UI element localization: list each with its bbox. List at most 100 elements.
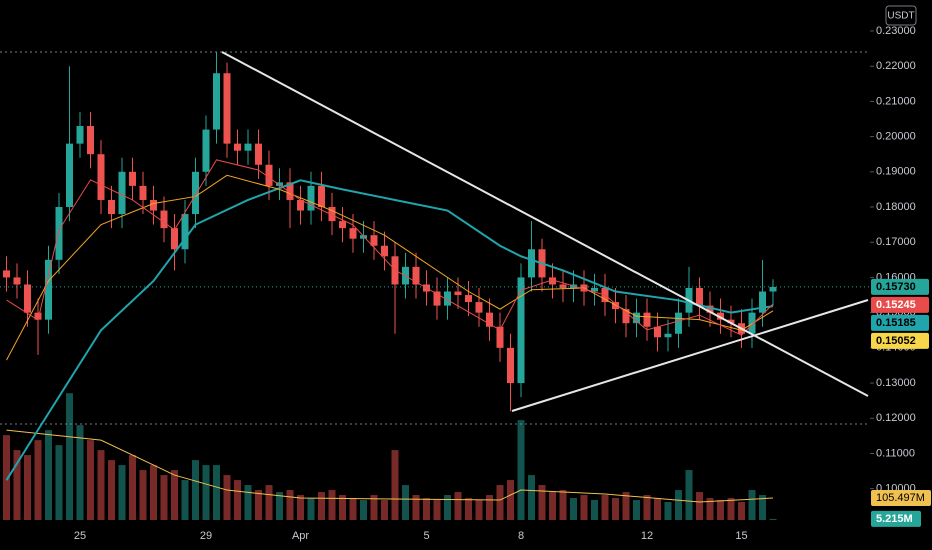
candle-body — [591, 287, 598, 292]
candle-body — [370, 235, 378, 246]
volume-bar — [675, 490, 682, 520]
candle-body — [3, 270, 10, 278]
candle-body — [675, 312, 682, 334]
candle-body — [507, 347, 514, 384]
volume-bar — [517, 420, 525, 520]
candle-body — [475, 302, 483, 313]
volume-bar — [297, 495, 304, 520]
candle-body — [255, 143, 262, 165]
candle-body — [654, 326, 661, 338]
volume-bar — [66, 393, 73, 520]
volume-bar — [3, 435, 10, 520]
volume-bar — [444, 495, 451, 520]
candle-body — [244, 143, 252, 151]
volume-bar — [391, 450, 399, 520]
candle-body — [24, 284, 31, 313]
candle-body — [349, 228, 357, 239]
candle-body — [528, 249, 535, 278]
price-tag — [871, 278, 929, 295]
candle-body — [286, 182, 294, 200]
volume-bar — [748, 490, 756, 520]
price-tag-label: 0.15730 — [876, 281, 916, 293]
volume-bar — [76, 425, 84, 520]
volume-bar — [108, 460, 115, 520]
candle-body — [633, 312, 640, 324]
candle-body — [223, 73, 231, 144]
volume-bar — [727, 498, 735, 520]
volume-bar — [580, 495, 588, 520]
candle-body — [192, 171, 199, 215]
volume-bar — [696, 492, 703, 520]
volume-bar — [24, 455, 31, 520]
volume-bar — [633, 500, 640, 520]
volume-bar — [643, 495, 651, 520]
y-tick-label: 0.13000 — [876, 377, 916, 389]
price-tag-label: 0.15052 — [876, 335, 916, 347]
price-axis: 25 29 Apr 5 8 12 15 0.23000 0.22000 0.21000 0.2000… — [74, 25, 931, 542]
volume-bar — [150, 465, 157, 520]
candle-body — [517, 277, 525, 384]
candle-body — [381, 245, 388, 257]
candle-body — [45, 259, 52, 320]
volume-bar — [717, 500, 724, 520]
candle-body — [87, 126, 94, 155]
y-tick-label: 0.18000 — [876, 201, 916, 213]
trend-line — [511, 299, 869, 412]
currency: USDT — [887, 11, 914, 22]
volume-bar — [339, 495, 346, 520]
volume-bar — [118, 465, 126, 520]
y-tick-label: 0.17000 — [876, 236, 916, 248]
volume-bar — [307, 498, 315, 520]
candle-body — [612, 302, 619, 310]
candle-body — [706, 305, 714, 313]
candle-body — [202, 129, 210, 172]
volume-bar — [97, 450, 105, 520]
volume-bar — [286, 490, 294, 520]
candle-body — [265, 164, 273, 186]
volume-layer — [3, 393, 777, 520]
volume-bar — [349, 498, 357, 520]
x-tick-label: 15 — [735, 530, 747, 542]
candle-body — [622, 309, 630, 324]
volume-bar — [265, 485, 273, 520]
y-tick-label: 0.12000 — [876, 412, 916, 424]
volume-bar — [381, 500, 388, 520]
ma-line — [5, 179, 774, 481]
y-tick-label: 0.20000 — [876, 131, 916, 143]
candle-body — [454, 291, 462, 296]
volume-bar — [433, 500, 441, 520]
candle-body — [34, 312, 42, 320]
x-tick-label: 12 — [641, 530, 653, 542]
price-tag-label: 0.15245 — [876, 299, 916, 311]
candle-body — [559, 284, 567, 288]
ma-line — [6, 159, 774, 336]
y-tick-label: 0.21000 — [876, 95, 916, 107]
y-tick-label: 0.19000 — [876, 166, 916, 178]
candle-body — [234, 143, 241, 151]
candle-body — [496, 326, 504, 348]
volume-bar — [244, 485, 252, 520]
candle-body — [717, 312, 724, 320]
volume-bar — [496, 485, 504, 520]
candle-body — [339, 221, 346, 229]
candle-body — [444, 291, 451, 306]
candle-body — [97, 154, 105, 200]
volume-ma-tag — [871, 490, 931, 507]
volume-bar — [706, 498, 714, 520]
candle-body — [181, 214, 189, 250]
volume-bar — [654, 498, 661, 520]
volume-tag — [871, 510, 921, 527]
candle-body — [13, 277, 21, 285]
volume-ma-tag-label: 105.497M — [876, 492, 925, 504]
candle-body — [696, 287, 703, 306]
volume-bar — [612, 498, 619, 520]
volume-bar — [549, 492, 556, 520]
volume-bar — [129, 455, 136, 520]
x-tick-label: Apr — [292, 530, 309, 542]
candle-body — [328, 207, 336, 222]
volume-bar — [412, 495, 420, 520]
volume-bar — [454, 492, 462, 520]
candle-body — [213, 73, 220, 130]
volume-bar — [664, 502, 672, 520]
